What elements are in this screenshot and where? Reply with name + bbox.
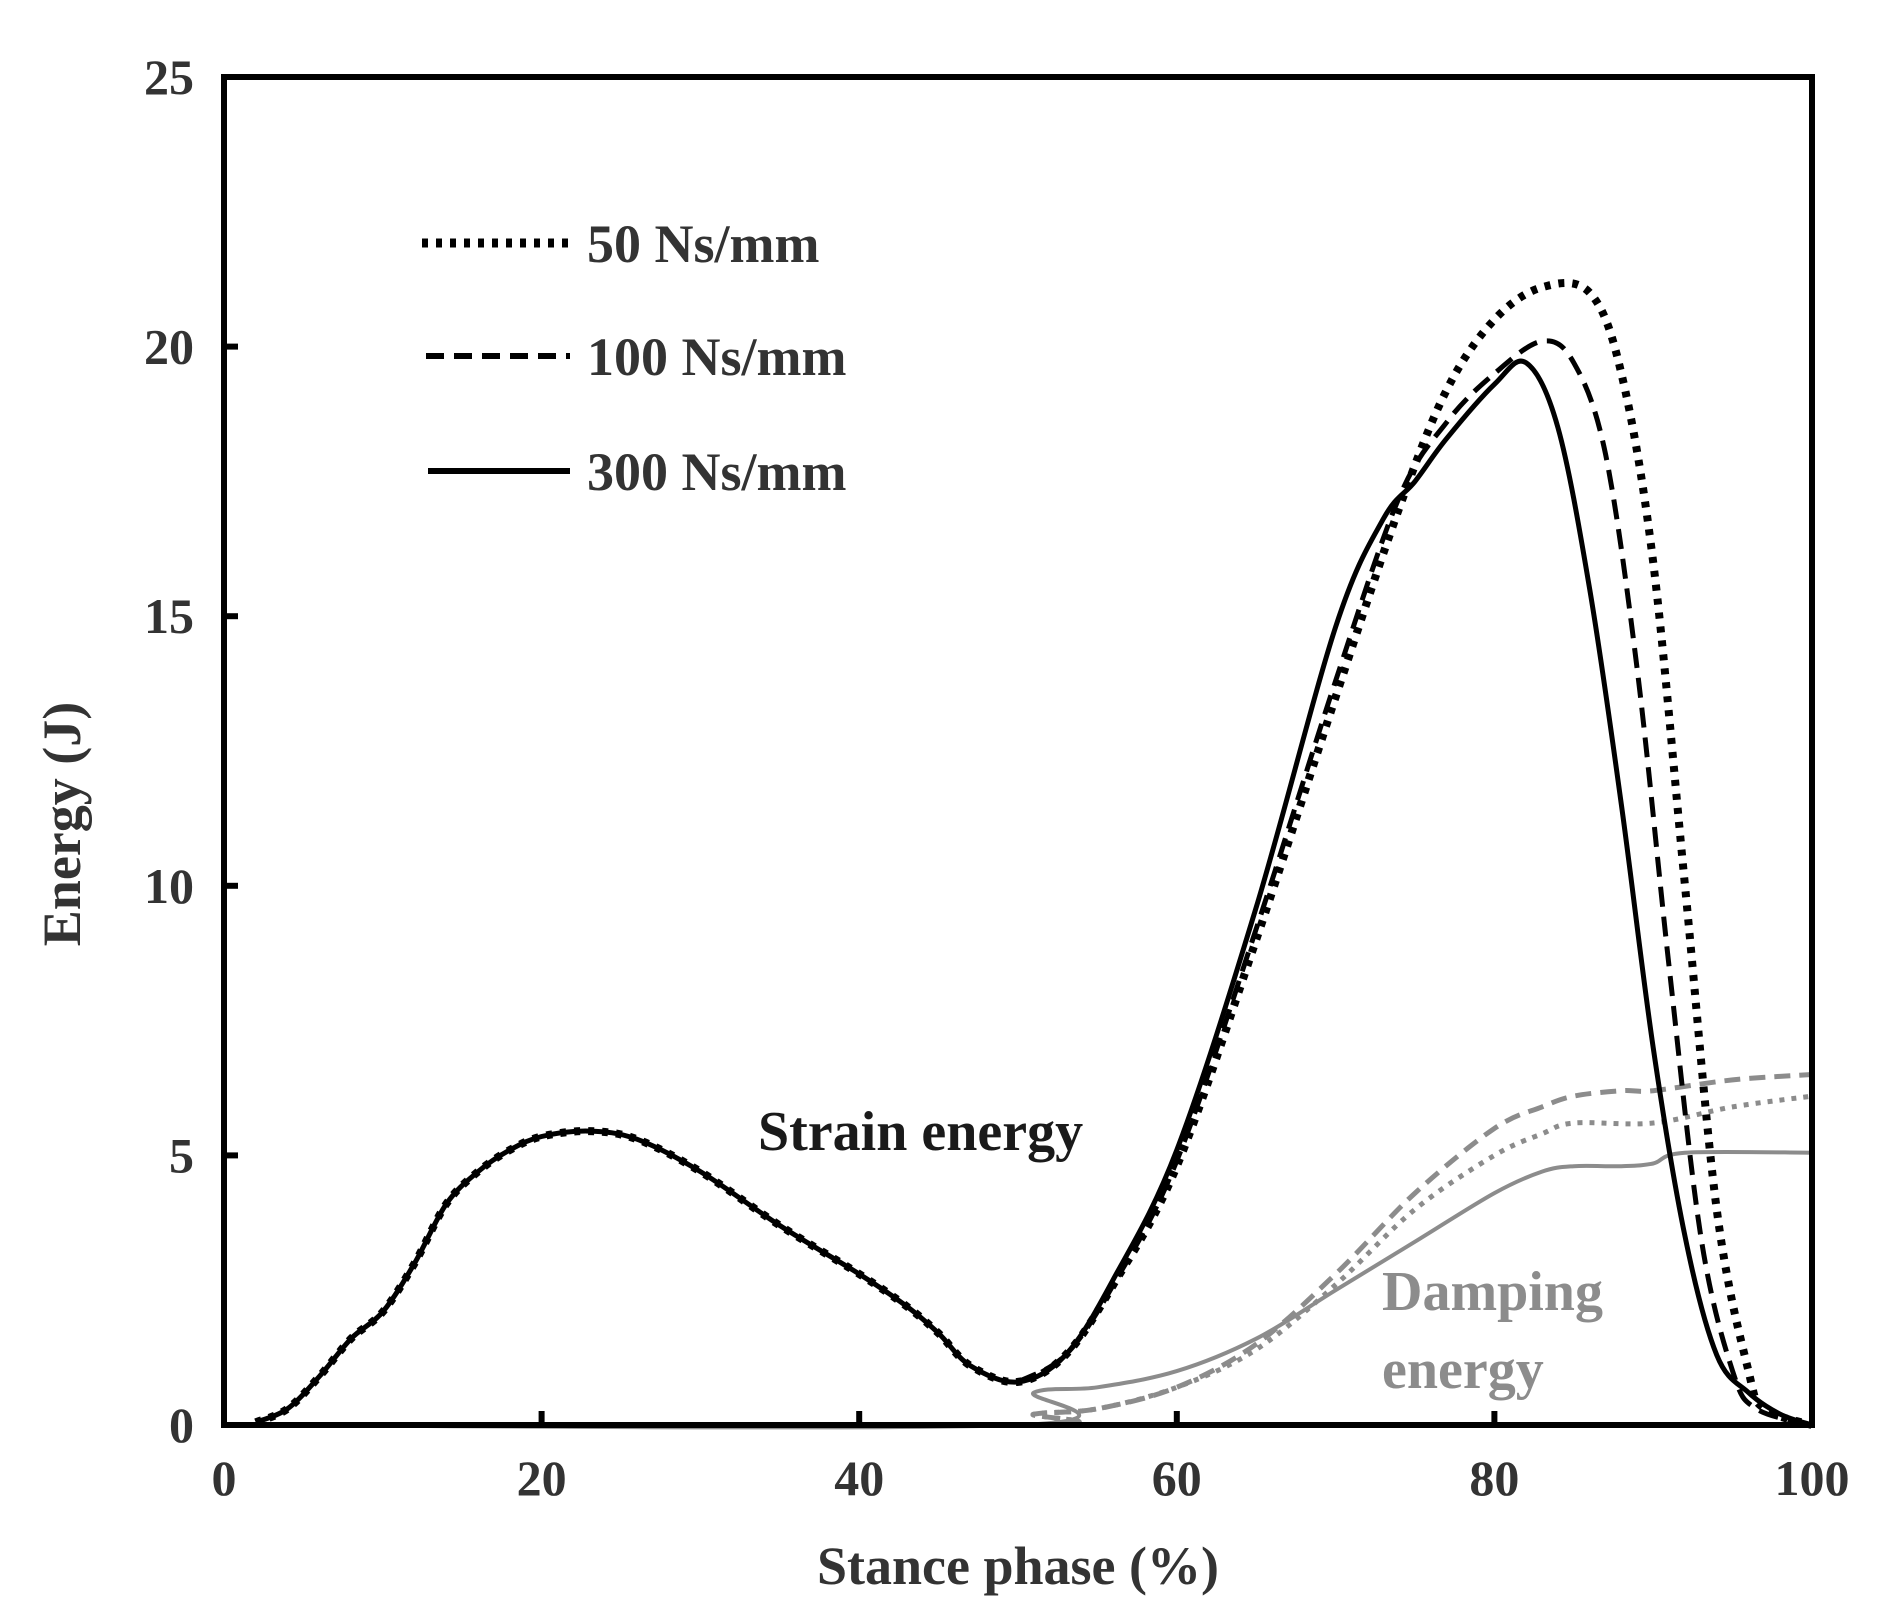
x-tick-label: 40 — [834, 1450, 884, 1506]
annotation-damping: Damping — [1382, 1261, 1603, 1323]
series-line-strain-energy-50-ns-mm — [254, 278, 1814, 1429]
series-line-strain-energy-100-ns-mm — [1016, 338, 1813, 1428]
legend: 50 Ns/mm 100 Ns/mm 300 Ns/mm — [422, 214, 846, 502]
y-axis-title: Energy (J) — [32, 702, 92, 946]
legend-label-100: 100 Ns/mm — [587, 327, 846, 387]
y-tick-label: 15 — [144, 588, 194, 644]
legend-label-50: 50 Ns/mm — [587, 214, 819, 274]
y-tick-label: 25 — [144, 49, 194, 105]
x-tick-label: 80 — [1469, 1450, 1519, 1506]
y-tick-label: 0 — [169, 1397, 194, 1453]
legend-label-300: 300 Ns/mm — [587, 442, 846, 502]
x-tick-label: 100 — [1775, 1450, 1850, 1506]
axis-layer: 0 20 40 60 80 100 0 5 10 15 20 25 — [144, 49, 1850, 1506]
x-tick-label: 20 — [517, 1450, 567, 1506]
series-line-damping-energy-100-ns-mm — [223, 1072, 1813, 1429]
annotation-damping-energy: energy — [1382, 1339, 1544, 1401]
plot-frame — [221, 74, 1815, 1428]
x-axis-title: Stance phase (%) — [817, 1536, 1219, 1596]
annotation-strain-energy: Strain energy — [758, 1101, 1083, 1163]
x-tick-label: 0 — [212, 1450, 237, 1506]
y-tick-label: 20 — [144, 319, 194, 375]
x-tick-label: 60 — [1152, 1450, 1202, 1506]
y-tick-label: 5 — [169, 1127, 194, 1183]
series-line-strain-energy-300-ns-mm — [254, 358, 1813, 1428]
series-layer — [223, 278, 1814, 1430]
y-tick-label: 10 — [144, 858, 194, 914]
